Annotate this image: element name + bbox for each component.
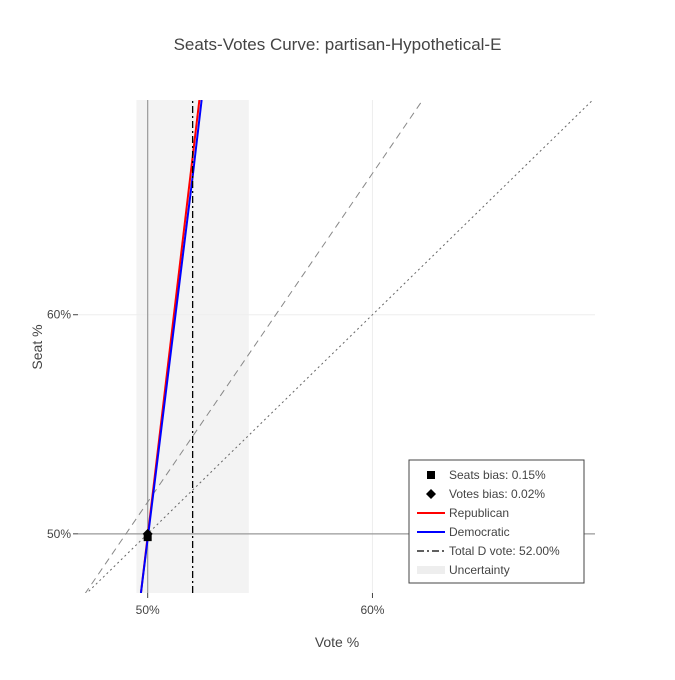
legend-box [408, 459, 585, 584]
y-tick-label: 50% [47, 527, 71, 541]
votes-bias-marker [142, 528, 153, 539]
legend-label: Democratic [449, 525, 510, 539]
legend-label: Uncertainty [449, 563, 510, 577]
legend-label: Seats bias: 0.15% [449, 468, 546, 482]
x-axis-title: Vote % [315, 634, 359, 650]
legend-square-symbol [427, 471, 435, 479]
legend-label: Total D vote: 52.00% [449, 544, 560, 558]
legend-diamond-symbol [426, 489, 436, 499]
legend-label: Republican [449, 506, 509, 520]
plot-data-group [84, 100, 594, 593]
y-axis-title: Seat % [29, 324, 45, 369]
y-tick-label: 60% [47, 308, 71, 322]
chart-title: Seats-Votes Curve: partisan-Hypothetical… [174, 35, 502, 54]
x-tick-label: 50% [136, 603, 160, 617]
diagonal-reference-line [86, 100, 594, 593]
plot-area: 50% 60% 50% 60% [47, 100, 595, 617]
steep-reference-line [84, 100, 424, 593]
x-tick-label: 60% [360, 603, 384, 617]
legend-label: Votes bias: 0.02% [449, 487, 545, 501]
legend: Seats bias: 0.15% Votes bias: 0.02% Republ… [408, 459, 585, 584]
legend-band-symbol [417, 566, 445, 574]
